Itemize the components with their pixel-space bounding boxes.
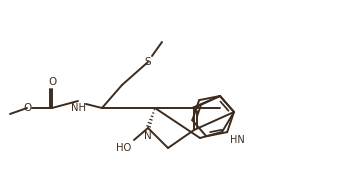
Text: N: N [144,131,152,141]
Text: S: S [145,57,151,67]
Text: HO: HO [116,143,132,153]
Text: O: O [48,77,56,87]
Text: O: O [23,103,31,113]
Text: HN: HN [230,135,245,145]
Text: NH: NH [70,103,86,113]
